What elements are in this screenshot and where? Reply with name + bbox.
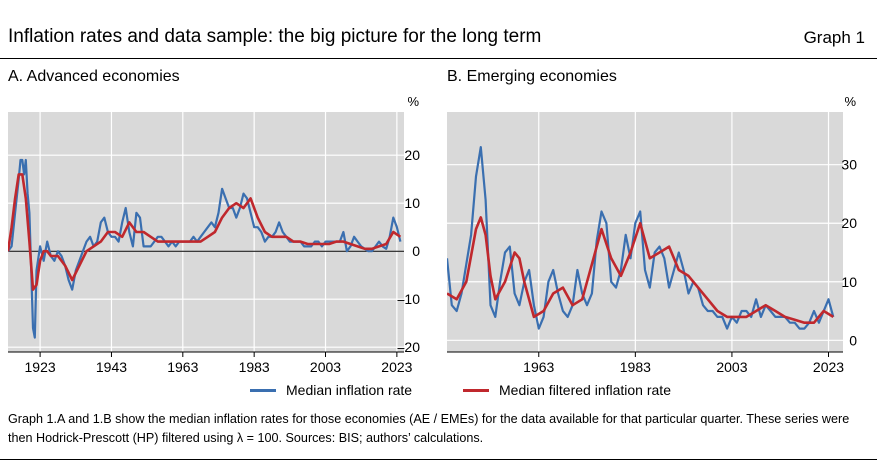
y-tick-label: 10 <box>841 274 857 290</box>
legend-filtered-swatch <box>463 388 489 392</box>
y-tick-label: 0 <box>849 332 857 348</box>
y-tick-label: –20 <box>397 339 421 355</box>
filtered-inflation-line <box>8 173 402 291</box>
x-tick-label: 1963 <box>523 359 554 375</box>
legend-median-label: Median inflation rate <box>286 382 413 398</box>
panel-a-plot: –20 –10 0 10 20 1923 1943 1963 1983 2003 2023% <box>8 94 420 375</box>
legend-filtered: Median filtered inflation rate <box>463 382 671 398</box>
chart-title: Inflation rates and data sample: the big… <box>8 26 542 47</box>
unit-label: % <box>844 94 856 109</box>
x-tick-label: 1963 <box>167 359 198 375</box>
bottom-rule <box>0 459 877 460</box>
footnote: Graph 1.A and 1.B show the median inflat… <box>8 412 850 445</box>
filtered-inflation-line <box>447 216 834 325</box>
panel-b-title: B. Emerging economies <box>447 68 617 85</box>
x-tick-label: 1983 <box>239 359 270 375</box>
x-tick-label: 2023 <box>813 359 844 375</box>
x-tick-label: 1923 <box>25 359 56 375</box>
legend-median: Median inflation rate <box>250 382 412 398</box>
x-tick-label: 2023 <box>381 359 412 375</box>
plot-area <box>8 112 404 352</box>
top-rule <box>0 58 877 59</box>
median-inflation-line <box>8 158 402 339</box>
panel-a-title: A. Advanced economies <box>8 68 180 85</box>
x-tick-label: 2003 <box>716 359 747 375</box>
unit-label: % <box>407 94 419 109</box>
y-tick-label: 20 <box>841 215 857 231</box>
y-tick-label: 20 <box>404 147 420 163</box>
panel-b-plot: 0 10 20 30 1963 1983 2003 2023% <box>447 94 857 375</box>
y-tick-label: 0 <box>412 243 420 259</box>
y-tick-label: 10 <box>404 195 420 211</box>
y-tick-label: 30 <box>841 157 857 173</box>
legend-median-swatch <box>250 388 276 392</box>
y-tick-label: –10 <box>397 291 421 307</box>
x-tick-label: 1943 <box>96 359 127 375</box>
x-tick-label: 2003 <box>310 359 341 375</box>
graph-number: Graph 1 <box>803 28 865 47</box>
x-tick-label: 1983 <box>620 359 651 375</box>
legend-filtered-label: Median filtered inflation rate <box>499 382 671 398</box>
